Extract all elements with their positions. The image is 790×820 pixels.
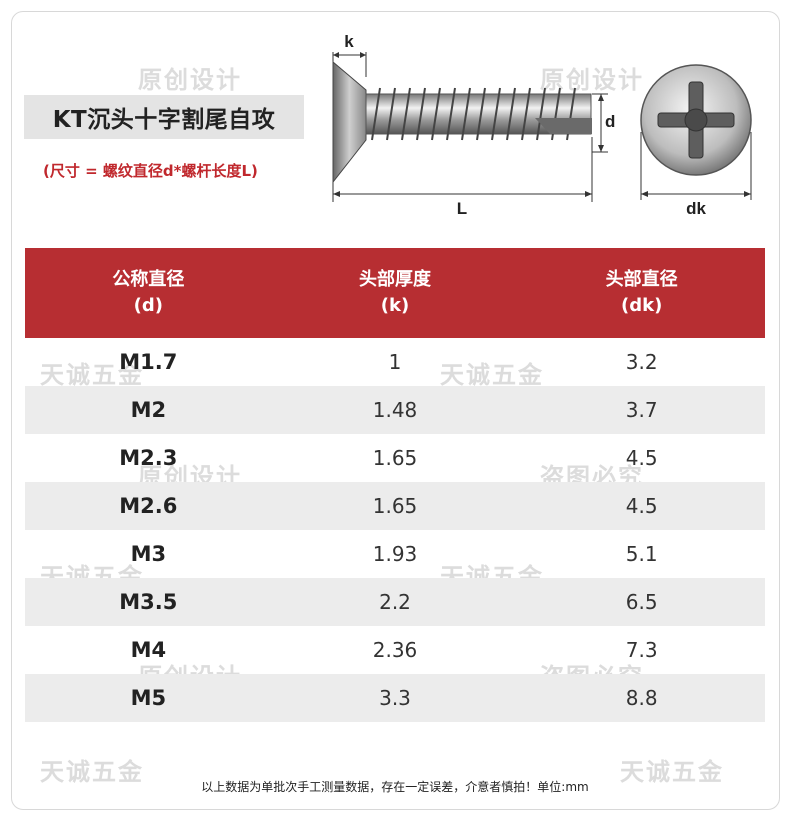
size-note: (尺寸 = 螺纹直径d*螺杆长度L) bbox=[43, 162, 258, 180]
size-cell: M2.3 bbox=[119, 446, 178, 470]
k-cell: 1.65 bbox=[372, 446, 418, 470]
screw-head bbox=[332, 60, 367, 184]
table-row: M2.6 1.65 4.5 bbox=[25, 482, 765, 530]
table-row: M1.7 1 3.2 bbox=[25, 338, 765, 386]
k-cell: 1.65 bbox=[372, 494, 418, 518]
size-cell: M5 bbox=[130, 686, 167, 710]
screw-diagram: k d L bbox=[332, 32, 752, 218]
dk-cell: 3.2 bbox=[625, 350, 658, 374]
dk-cell: 3.7 bbox=[625, 398, 658, 422]
k-cell: 2.36 bbox=[372, 638, 418, 662]
dk-cell: 6.5 bbox=[625, 590, 658, 614]
dk-label: dk bbox=[686, 199, 706, 218]
size-cell: M3.5 bbox=[119, 590, 178, 614]
dk-cell: 4.5 bbox=[625, 494, 658, 518]
k-cell: 1.93 bbox=[372, 542, 418, 566]
table-row: M5 3.3 8.8 bbox=[25, 674, 765, 722]
measurement-disclaimer: 以上数据为单批次手工测量数据，存在一定误差，介意者慎拍！单位:mm bbox=[201, 780, 589, 794]
table-row: M2.3 1.65 4.5 bbox=[25, 434, 765, 482]
threads bbox=[371, 87, 576, 141]
size-cell: M2 bbox=[130, 398, 167, 422]
k-cell: 3.3 bbox=[379, 686, 411, 710]
spec-table: 公称直径 (d) 头部厚度 (k) 头部直径 (dk) M1.7 1 3.2 M… bbox=[25, 248, 765, 722]
product-title: KT沉头十字割尾自攻 bbox=[24, 95, 304, 139]
table-row: M3 1.93 5.1 bbox=[25, 530, 765, 578]
table-row: M2 1.48 3.7 bbox=[25, 386, 765, 434]
table-row: M3.5 2.2 6.5 bbox=[25, 578, 765, 626]
l-label: L bbox=[457, 199, 467, 218]
k-label: k bbox=[344, 32, 354, 51]
dk-cell: 5.1 bbox=[625, 542, 658, 566]
dk-cell: 4.5 bbox=[625, 446, 658, 470]
header-head-diameter: 头部直径 (dk) bbox=[605, 269, 678, 316]
size-cell: M2.6 bbox=[119, 494, 178, 518]
cutting-tail bbox=[535, 118, 592, 134]
phillips-cross bbox=[657, 81, 735, 159]
dk-cell: 8.8 bbox=[625, 686, 658, 710]
d-label: d bbox=[605, 112, 615, 131]
dk-dimension bbox=[640, 132, 752, 200]
l-dimension bbox=[332, 137, 593, 202]
dk-cell: 7.3 bbox=[625, 638, 658, 662]
header-head-thickness: 头部厚度 (k) bbox=[359, 269, 431, 316]
k-cell: 2.2 bbox=[379, 590, 411, 614]
size-cell: M1.7 bbox=[119, 350, 178, 374]
size-cell: M4 bbox=[130, 638, 167, 662]
k-cell: 1.48 bbox=[372, 398, 418, 422]
k-cell: 1 bbox=[388, 350, 402, 374]
table-row: M4 2.36 7.3 bbox=[25, 626, 765, 674]
header-nominal-diameter: 公称直径 (d) bbox=[112, 269, 185, 316]
size-cell: M3 bbox=[130, 542, 167, 566]
table-header: 公称直径 (d) 头部厚度 (k) 头部直径 (dk) bbox=[25, 248, 765, 338]
d-dimension bbox=[592, 93, 608, 153]
